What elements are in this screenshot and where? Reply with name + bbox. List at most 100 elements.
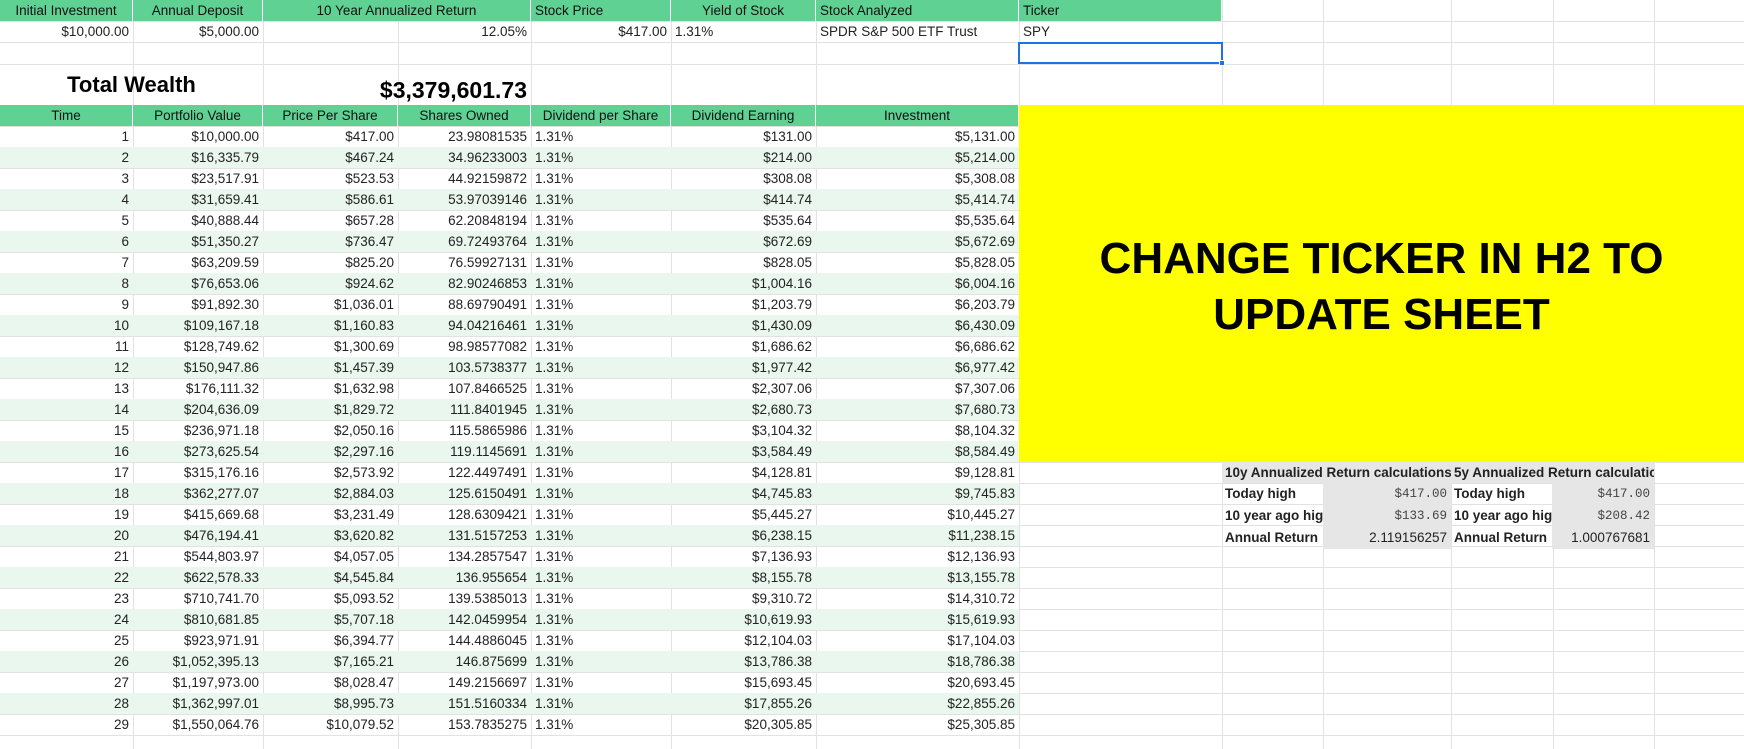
calc-5y-title[interactable]: 5y Annualized Return calculatic [1451,462,1654,483]
price-per-share-cell[interactable]: $3,620.82 [333,528,394,543]
investment-cell[interactable]: $15,619.93 [947,612,1015,627]
portfolio-value-cell[interactable]: $109,167.18 [183,318,259,333]
dividend-per-share-cell[interactable]: 1.31% [535,654,574,669]
shares-owned-cell[interactable]: 115.5865986 [449,423,527,438]
time-cell[interactable]: 5 [121,213,129,228]
shares-owned-cell[interactable]: 76.59927131 [448,255,527,270]
investment-cell[interactable]: $8,584.49 [954,444,1015,459]
investment-cell[interactable]: $13,155.78 [947,570,1015,585]
dividend-per-share-cell[interactable]: 1.31% [535,444,574,459]
shares-owned-cell[interactable]: 144.4886045 [448,633,527,648]
header-portfolio-value[interactable]: Portfolio Value [133,105,263,126]
price-per-share-cell[interactable]: $2,297.16 [333,444,394,459]
shares-owned-cell[interactable]: 139.5385013 [448,591,527,606]
annualized-return-cell[interactable]: 12.05% [481,24,527,39]
portfolio-value-cell[interactable]: $16,335.79 [191,150,259,165]
price-per-share-cell[interactable]: $1,457.39 [333,360,394,375]
time-cell[interactable]: 22 [113,570,129,585]
investment-cell[interactable]: $6,977.42 [954,360,1015,375]
dividend-per-share-cell[interactable]: 1.31% [535,129,574,144]
header-shares-owned[interactable]: Shares Owned [398,105,531,126]
time-cell[interactable]: 21 [113,549,129,564]
portfolio-value-cell[interactable]: $150,947.86 [183,360,259,375]
time-cell[interactable]: 29 [113,717,129,732]
dividend-earning-cell[interactable]: $3,584.49 [751,444,812,459]
price-per-share-cell[interactable]: $523.53 [345,171,394,186]
fill-handle[interactable] [1219,60,1225,66]
dividend-earning-cell[interactable]: $1,686.62 [751,339,812,354]
header-price-per-share[interactable]: Price Per Share [263,105,398,126]
dividend-per-share-cell[interactable]: 1.31% [535,591,574,606]
dividend-earning-cell[interactable]: $1,203.79 [751,297,812,312]
shares-owned-cell[interactable]: 98.98577082 [448,339,527,354]
price-per-share-cell[interactable]: $825.20 [345,255,394,270]
stock-analyzed-cell[interactable]: SPDR S&P 500 ETF Trust [820,24,978,39]
header-time[interactable]: Time [0,105,133,126]
dividend-earning-cell[interactable]: $1,004.16 [751,276,812,291]
dividend-earning-cell[interactable]: $7,136.93 [751,549,812,564]
calc-value[interactable]: $417.00 [1323,483,1451,505]
calc-label[interactable]: Today high [1454,486,1525,501]
dividend-earning-cell[interactable]: $3,104.32 [751,423,812,438]
ticker-cell[interactable]: SPY [1023,24,1051,39]
shares-owned-cell[interactable]: 103.5738377 [448,360,527,375]
price-per-share-cell[interactable]: $10,079.52 [326,717,394,732]
time-cell[interactable]: 18 [113,486,129,501]
price-per-share-cell[interactable]: $2,884.03 [333,486,394,501]
time-cell[interactable]: 19 [113,507,129,522]
dividend-per-share-cell[interactable]: 1.31% [535,297,574,312]
header-dividend-per-share[interactable]: Dividend per Share [531,105,671,126]
time-cell[interactable]: 10 [113,318,129,333]
price-per-share-cell[interactable]: $4,057.05 [333,549,394,564]
investment-cell[interactable]: $6,686.62 [954,339,1015,354]
dividend-per-share-cell[interactable]: 1.31% [535,423,574,438]
header-annual-deposit[interactable]: Annual Deposit [133,0,263,21]
header-annualized-return[interactable]: 10 Year Annualized Return [263,0,531,21]
header-stock-analyzed[interactable]: Stock Analyzed [816,0,1019,21]
shares-owned-cell[interactable]: 111.8401945 [450,402,527,417]
investment-cell[interactable]: $22,855.26 [947,696,1015,711]
investment-cell[interactable]: $12,136.93 [947,549,1015,564]
yield-cell[interactable]: 1.31% [675,24,714,39]
time-cell[interactable]: 1 [121,129,129,144]
price-per-share-cell[interactable]: $5,707.18 [333,612,394,627]
price-per-share-cell[interactable]: $6,394.77 [333,633,394,648]
dividend-earning-cell[interactable]: $12,104.03 [744,633,812,648]
investment-cell[interactable]: $5,535.64 [954,213,1015,228]
portfolio-value-cell[interactable]: $315,176.16 [183,465,259,480]
dividend-per-share-cell[interactable]: 1.31% [535,465,574,480]
dividend-per-share-cell[interactable]: 1.31% [535,192,574,207]
price-per-share-cell[interactable]: $1,300.69 [333,339,394,354]
shares-owned-cell[interactable]: 34.96233003 [448,150,527,165]
dividend-per-share-cell[interactable]: 1.31% [535,255,574,270]
shares-owned-cell[interactable]: 134.2857547 [448,549,527,564]
investment-cell[interactable]: $5,672.69 [954,234,1015,249]
dividend-per-share-cell[interactable]: 1.31% [535,234,574,249]
dividend-per-share-cell[interactable]: 1.31% [535,486,574,501]
investment-cell[interactable]: $7,307.06 [954,381,1015,396]
dividend-per-share-cell[interactable]: 1.31% [535,360,574,375]
calc-label[interactable]: Today high [1225,486,1296,501]
dividend-earning-cell[interactable]: $672.69 [763,234,812,249]
time-cell[interactable]: 27 [113,675,129,690]
dividend-earning-cell[interactable]: $20,305.85 [744,717,812,732]
calc-label[interactable]: Annual Return [1225,530,1318,545]
investment-cell[interactable]: $5,828.05 [954,255,1015,270]
calc-value[interactable]: 1.000767681 [1552,527,1654,549]
calc-label[interactable]: 10 year ago hig [1454,508,1552,523]
time-cell[interactable]: 12 [113,360,129,375]
shares-owned-cell[interactable]: 153.7835275 [448,717,527,732]
calc-value[interactable]: 2.119156257 [1323,527,1451,549]
header-ticker[interactable]: Ticker [1019,0,1222,21]
dividend-earning-cell[interactable]: $4,128.81 [751,465,812,480]
price-per-share-cell[interactable]: $736.47 [345,234,394,249]
dividend-per-share-cell[interactable]: 1.31% [535,717,574,732]
header-dividend-earning[interactable]: Dividend Earning [671,105,816,126]
portfolio-value-cell[interactable]: $10,000.00 [191,129,259,144]
investment-cell[interactable]: $5,308.08 [954,171,1015,186]
investment-cell[interactable]: $14,310.72 [947,591,1015,606]
time-cell[interactable]: 20 [113,528,129,543]
time-cell[interactable]: 28 [113,696,129,711]
time-cell[interactable]: 11 [114,339,129,354]
price-per-share-cell[interactable]: $467.24 [345,150,394,165]
